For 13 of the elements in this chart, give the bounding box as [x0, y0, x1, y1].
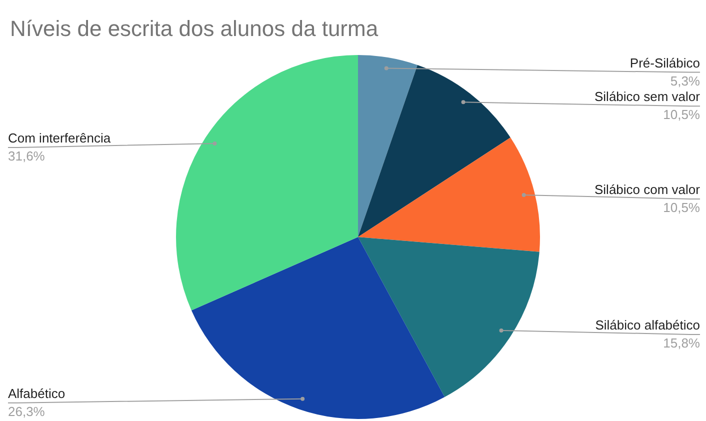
- data-label: 10,5%: [663, 200, 700, 216]
- data-label: 26,3%: [8, 404, 46, 419]
- data-label: 31,6%: [8, 148, 46, 164]
- slice-label: Silábico sem valor: [594, 89, 701, 104]
- slice-label: Alfabético: [8, 386, 66, 401]
- slice-label: Silábico alfabético: [595, 318, 700, 333]
- chart-title: Níveis de escrita dos alunos da turma: [10, 16, 379, 41]
- slice-label: Com interferência: [8, 130, 112, 146]
- slice-label: Silábico com valor: [594, 182, 701, 198]
- slice-label: Pré-Silábico: [630, 55, 700, 70]
- data-label: 15,8%: [663, 336, 700, 351]
- data-label: 10,5%: [663, 107, 700, 122]
- data-label: 5,3%: [670, 73, 700, 88]
